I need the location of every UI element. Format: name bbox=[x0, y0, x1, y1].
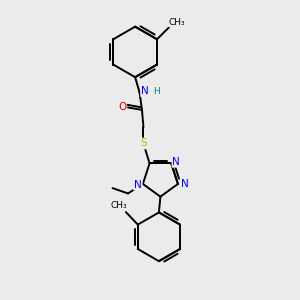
Text: O: O bbox=[118, 103, 126, 112]
Text: N: N bbox=[181, 179, 188, 189]
Text: N: N bbox=[134, 179, 142, 190]
Text: N: N bbox=[141, 86, 149, 96]
Text: H: H bbox=[154, 87, 160, 96]
Text: S: S bbox=[140, 139, 147, 148]
Text: N: N bbox=[172, 157, 180, 167]
Text: CH₃: CH₃ bbox=[169, 17, 185, 26]
Text: CH₃: CH₃ bbox=[110, 201, 127, 210]
